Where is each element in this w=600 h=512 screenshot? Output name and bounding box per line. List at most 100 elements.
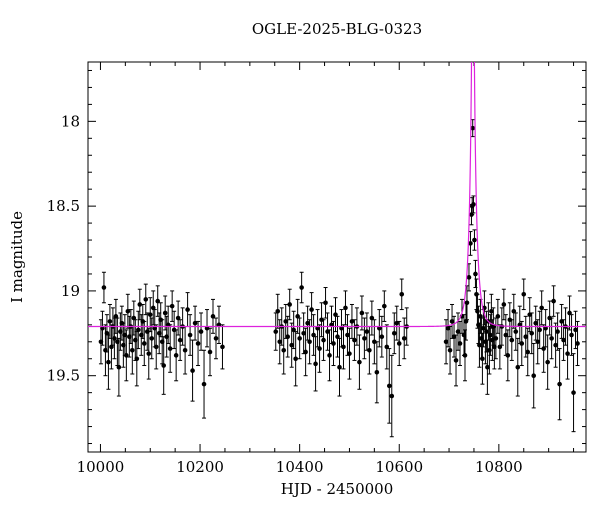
data-point	[573, 327, 578, 333]
data-point	[447, 347, 453, 353]
data-point	[341, 344, 346, 350]
data-point	[116, 364, 122, 370]
data-point	[527, 312, 533, 317]
data-point	[103, 347, 108, 353]
data-point	[144, 329, 150, 334]
data-point	[309, 307, 314, 312]
data-point	[503, 332, 509, 338]
data-point	[137, 302, 143, 307]
data-point	[362, 336, 367, 341]
data-point	[539, 305, 544, 311]
y-tick-label: 18.5	[47, 197, 80, 215]
model-curve	[88, 62, 586, 328]
axis-ticks	[88, 62, 586, 452]
data-point	[187, 332, 193, 338]
data-point	[475, 308, 480, 314]
data-point	[369, 315, 375, 321]
data-point	[462, 353, 468, 358]
data-point	[150, 305, 156, 311]
data-point	[547, 315, 552, 321]
data-point	[343, 305, 348, 311]
data-point	[445, 325, 451, 331]
data-point	[457, 341, 463, 346]
x-axis-label: HJD - 2450000	[281, 480, 394, 498]
data-point	[571, 390, 576, 395]
data-point	[146, 351, 152, 356]
data-point	[156, 331, 162, 336]
data-point	[537, 327, 542, 333]
data-point	[469, 212, 474, 217]
data-point	[177, 337, 183, 343]
data-point	[149, 336, 155, 341]
plot-area: 10000 10200 10400 10600 10800 18 18.5 19 19.5	[47, 61, 587, 476]
data-point	[182, 347, 188, 353]
data-point	[207, 349, 213, 355]
data-point	[386, 383, 392, 389]
data-point	[490, 337, 495, 343]
data-point	[121, 342, 126, 348]
x-tick-label: 10400	[276, 458, 324, 476]
data-point	[303, 349, 308, 355]
data-point	[551, 298, 556, 304]
data-point	[471, 202, 476, 207]
data-point	[122, 332, 128, 338]
data-point	[195, 341, 201, 346]
x-tick-label: 10000	[77, 458, 125, 476]
data-point	[140, 319, 146, 324]
data-point	[285, 334, 290, 339]
data-point	[461, 332, 467, 338]
data-point	[125, 308, 131, 314]
data-point	[451, 334, 457, 339]
data-point	[283, 319, 289, 324]
data-point	[287, 302, 292, 307]
data-points	[98, 125, 580, 399]
data-point	[473, 271, 478, 277]
data-point	[213, 336, 219, 341]
tick-labels: 10000 10200 10400 10600 10800 18 18.5 19 19.5	[47, 112, 523, 476]
data-point	[389, 393, 395, 399]
data-point	[101, 285, 107, 290]
data-point	[443, 339, 449, 345]
data-point	[484, 329, 489, 334]
data-point	[561, 337, 566, 343]
data-point	[333, 312, 338, 317]
data-point	[545, 359, 550, 365]
data-point	[349, 319, 355, 324]
data-point	[565, 351, 570, 356]
data-point	[497, 344, 503, 350]
data-point	[325, 329, 330, 334]
data-point	[115, 339, 120, 345]
data-point	[553, 342, 558, 348]
data-point	[299, 285, 304, 290]
data-point	[185, 307, 190, 312]
data-point	[130, 347, 135, 353]
data-point	[507, 317, 513, 323]
data-point	[549, 336, 554, 341]
data-point	[319, 317, 324, 323]
data-point	[483, 339, 488, 345]
data-point	[379, 334, 385, 339]
data-point	[567, 310, 572, 316]
data-point	[487, 347, 492, 353]
data-point	[513, 329, 519, 334]
data-point	[155, 298, 161, 304]
data-point	[106, 359, 111, 365]
data-point	[313, 361, 318, 367]
data-point	[331, 341, 336, 346]
data-point	[119, 320, 125, 326]
data-point	[98, 339, 104, 345]
y-axis-label: I magnitude	[8, 211, 26, 303]
data-point	[449, 319, 455, 324]
data-point	[161, 363, 166, 368]
data-point	[141, 341, 147, 346]
data-point	[321, 337, 326, 343]
data-point	[372, 339, 377, 345]
data-point	[575, 341, 580, 346]
plot-frame	[87, 61, 587, 453]
data-point	[164, 334, 169, 339]
data-point	[293, 356, 298, 362]
data-point	[190, 368, 195, 373]
chart-title: OGLE-2025-BLG-0323	[252, 20, 422, 38]
